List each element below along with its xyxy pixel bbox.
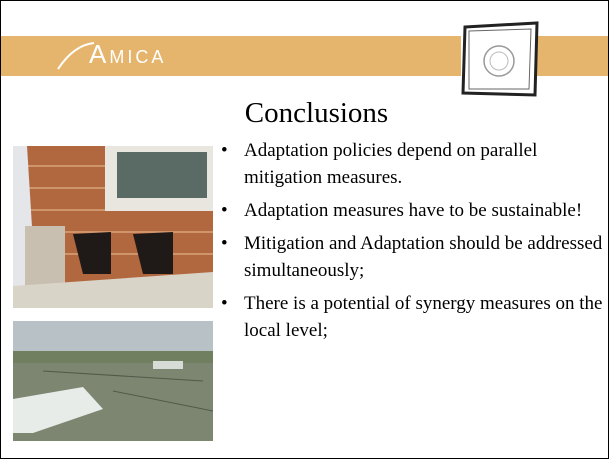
title-text: Conclusions: [245, 97, 388, 129]
bullet-item: Mitigation and Adaptation should be addr…: [221, 230, 607, 284]
slide: Amica Conclusions Adaptation policies de…: [0, 0, 609, 459]
logo-text: Amica: [89, 39, 166, 70]
bullet-item: Adaptation measures have to be sustainab…: [221, 197, 607, 224]
emblem: [459, 19, 541, 99]
photo-flood: [13, 321, 213, 441]
bullet-item: Adaptation policies depend on parallel m…: [221, 137, 607, 191]
slide-title: Conclusions: [1, 97, 608, 130]
bullet-list: Adaptation policies depend on parallel m…: [221, 137, 607, 350]
bullet-item: There is a potential of synergy measures…: [221, 290, 607, 344]
photo-wall: [13, 146, 213, 308]
